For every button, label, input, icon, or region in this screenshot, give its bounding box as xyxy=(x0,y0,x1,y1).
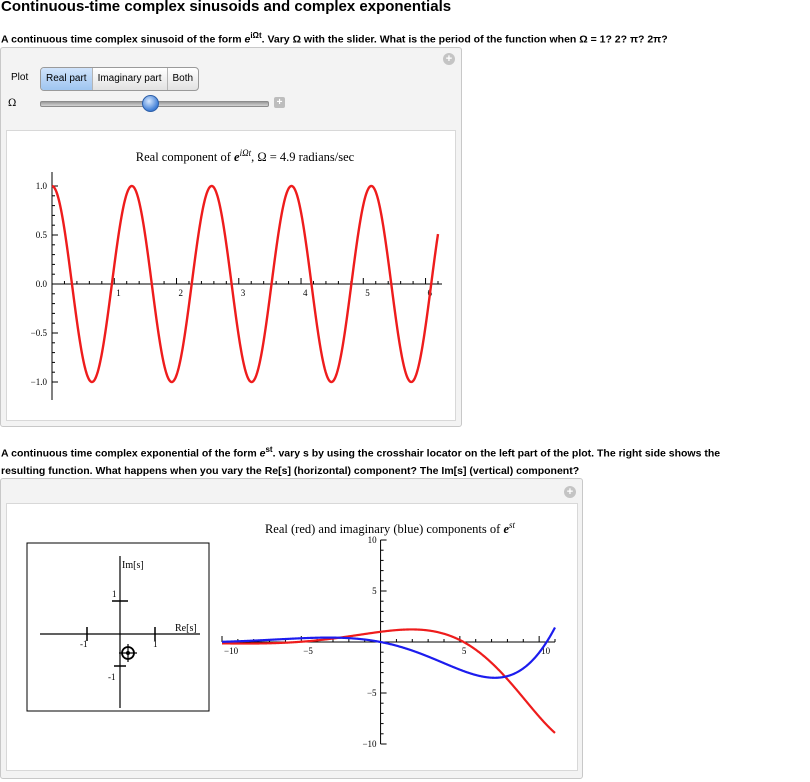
chart1-y-tick-label: 0.0 xyxy=(36,279,48,289)
plot-option-both[interactable]: Both xyxy=(172,73,194,84)
chart2-title: Real (red) and imaginary (blue) componen… xyxy=(265,520,516,536)
exponential-chart: Real (red) and imaginary (blue) componen… xyxy=(221,520,556,749)
section2-prompt-line2: resulting function. What happens when yo… xyxy=(1,465,580,477)
chart1-series-real xyxy=(51,184,440,384)
chart2-series-real xyxy=(222,628,556,734)
splane-tick-re-neg: -1 xyxy=(80,639,88,649)
chart1-x-tick-label: 2 xyxy=(179,288,184,298)
chart2-x-tick-label: 5 xyxy=(462,646,467,656)
s-plane-locator[interactable]: Im[s] Re[s] 1 -1 -1 1 xyxy=(0,0,220,720)
section2-prompt-line1: A continuous time complex exponential of… xyxy=(1,445,721,460)
page-title: Continuous-time complex sinusoids and co… xyxy=(1,0,452,15)
add-circle-icon-2[interactable]: + xyxy=(564,486,576,498)
plot-control-label: Plot xyxy=(11,72,29,83)
chart1-x-tick-label: 3 xyxy=(241,288,246,298)
re-s-label: Re[s] xyxy=(175,623,197,634)
chart1-x-tick-label: 1 xyxy=(116,288,121,298)
omega-slider-thumb[interactable] xyxy=(142,95,159,112)
chart1-y-tick-label: 1.0 xyxy=(36,181,48,191)
splane-tick-im-pos: 1 xyxy=(112,589,117,599)
im-s-label: Im[s] xyxy=(122,560,144,571)
plot-type-selector[interactable]: Real part Imaginary part Both xyxy=(40,67,200,91)
chart2-x-tick-label: 10 xyxy=(541,646,551,656)
chart1-y-tick-label: −0.5 xyxy=(31,328,48,338)
chart2-y-tick-label: −5 xyxy=(367,688,377,698)
chart1-y-tick-label: −1.0 xyxy=(31,377,48,387)
chart1-x-tick-label: 5 xyxy=(365,288,370,298)
chart1-title: Real component of eiΩt, Ω = 4.9 radians/… xyxy=(136,148,355,164)
chart1-x-tick-label: 4 xyxy=(303,288,308,298)
chart2-series-imag xyxy=(221,626,556,679)
chart1-y-tick-label: 0.5 xyxy=(36,230,48,240)
sinusoid-chart: Real component of eiΩt, Ω = 4.9 radians/… xyxy=(31,148,442,400)
splane-tick-re-pos: 1 xyxy=(153,639,158,649)
splane-tick-im-neg: -1 xyxy=(108,672,116,682)
chart2-x-tick-label: −10 xyxy=(224,646,239,656)
chart2-y-tick-label: 10 xyxy=(368,535,378,545)
crosshair-locator-icon[interactable] xyxy=(119,644,137,662)
slider-plus-icon[interactable]: + xyxy=(274,97,285,108)
chart2-y-tick-label: 5 xyxy=(372,586,377,596)
plot-option-imaginary[interactable]: Imaginary part xyxy=(93,68,168,90)
section1-prompt: A continuous time complex sinusoid of th… xyxy=(1,31,668,46)
add-circle-icon[interactable]: + xyxy=(443,53,455,65)
plot-option-real[interactable]: Real part xyxy=(41,68,93,90)
chart2-x-tick-label: −5 xyxy=(303,646,313,656)
omega-slider-label: Ω xyxy=(8,98,17,109)
chart2-y-tick-label: −10 xyxy=(362,739,377,749)
